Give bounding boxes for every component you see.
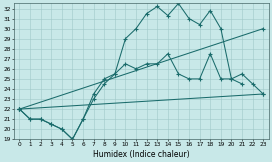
X-axis label: Humidex (Indice chaleur): Humidex (Indice chaleur) [93, 150, 190, 159]
